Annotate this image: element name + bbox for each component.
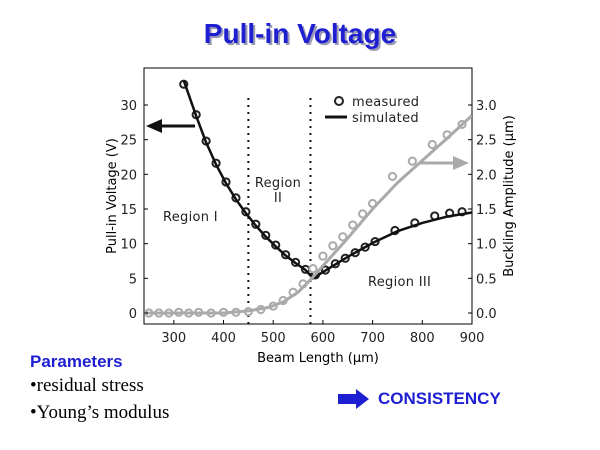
y-axis-left-title: Pull-in Voltage (V) [105, 138, 120, 254]
data-point [338, 232, 348, 242]
parameter-youngs-modulus: •Young’s modulus [30, 402, 170, 423]
y-left-tick-label: 0 [129, 307, 137, 322]
x-tick-label: 600 [310, 331, 335, 346]
data-point [328, 241, 338, 251]
region-label-1: Region I [163, 210, 218, 225]
y-right-tick-label: 3.0 [476, 99, 497, 114]
parameter-residual-stress: •residual stress [30, 375, 144, 396]
y-axis-right-title: Buckling Amplitude (μm) [502, 115, 517, 277]
legend-label-measured: measured [352, 95, 419, 110]
y-left-tick-label: 15 [120, 203, 137, 218]
right-arrow-icon [338, 389, 369, 409]
consistency-callout: CONSISTENCY [338, 389, 501, 409]
parameters-box: Parameters •residual stress •Young’s mod… [30, 352, 169, 426]
right-axis-arrow [420, 156, 469, 170]
y-right-tick-label: 0.5 [476, 272, 497, 287]
x-axis-title: Beam Length (μm) [257, 351, 379, 366]
x-tick-label: 500 [261, 331, 286, 346]
series-line-1 [182, 80, 472, 280]
consistency-label: CONSISTENCY [378, 389, 501, 408]
data-point [308, 264, 318, 274]
region-label-2: Region II [255, 176, 301, 206]
data-point [318, 251, 328, 261]
y-left-tick-label: 25 [120, 134, 137, 149]
parameters-heading: Parameters [30, 352, 123, 371]
y-right-tick-label: 0.0 [476, 307, 497, 322]
x-tick-label: 800 [410, 331, 435, 346]
x-tick-label: 400 [211, 331, 236, 346]
series-layer [144, 79, 472, 318]
x-tick-label: 700 [360, 331, 385, 346]
legend: measured simulated [325, 95, 419, 126]
data-point [358, 209, 368, 219]
y-right-tick-label: 2.5 [476, 134, 497, 149]
x-tick-label: 900 [460, 331, 485, 346]
data-point [387, 171, 398, 182]
y-left-tick-label: 20 [120, 168, 137, 183]
data-point [407, 156, 417, 166]
x-tick-label: 300 [161, 331, 186, 346]
data-point [348, 220, 358, 230]
series-line-3 [144, 114, 472, 315]
y-right-tick-label: 1.0 [476, 238, 497, 253]
slide-title: Pull-in Voltage [203, 18, 397, 49]
y-left-tick-label: 30 [120, 99, 137, 114]
y-right-tick-label: 2.0 [476, 168, 497, 183]
y-right-tick-label: 1.5 [476, 203, 497, 218]
data-point [427, 139, 437, 150]
ticks-layer: 300 400 500 600 700 800 900 0 5 10 15 20 25 30 0.0 0.5 1… [120, 99, 496, 346]
legend-marker-measured [334, 96, 344, 106]
region-label-3: Region III [368, 275, 431, 290]
left-axis-arrow [146, 119, 195, 133]
y-left-tick-label: 10 [120, 238, 137, 253]
legend-label-simulated: simulated [352, 111, 419, 126]
y-left-tick-label: 5 [129, 272, 137, 287]
